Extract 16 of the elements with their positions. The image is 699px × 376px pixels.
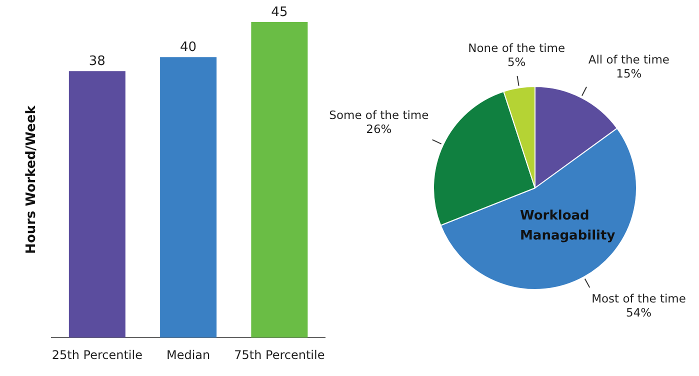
slice-label: All of the time [588,52,670,67]
data-label: 26% [366,122,392,136]
data-label: 45 [271,4,288,20]
data-label: 54% [626,306,652,320]
data-label: 38 [88,54,106,69]
x-tick-label: 75th Percentile [234,348,325,362]
text: Workload Managability [520,208,616,244]
x-tick-label: Median [166,348,210,362]
x-tick-label: 25th Percentile [52,348,142,362]
slice-label: None of the time [468,40,566,55]
slice-label: Most of the time [592,292,686,306]
data-label: 5% [507,54,526,69]
data-label: 40 [180,40,197,55]
data-label: 15% [616,66,642,81]
y-axis-title: Hours Worked/Week [24,105,40,254]
slice-label: Some of the time [329,108,429,122]
